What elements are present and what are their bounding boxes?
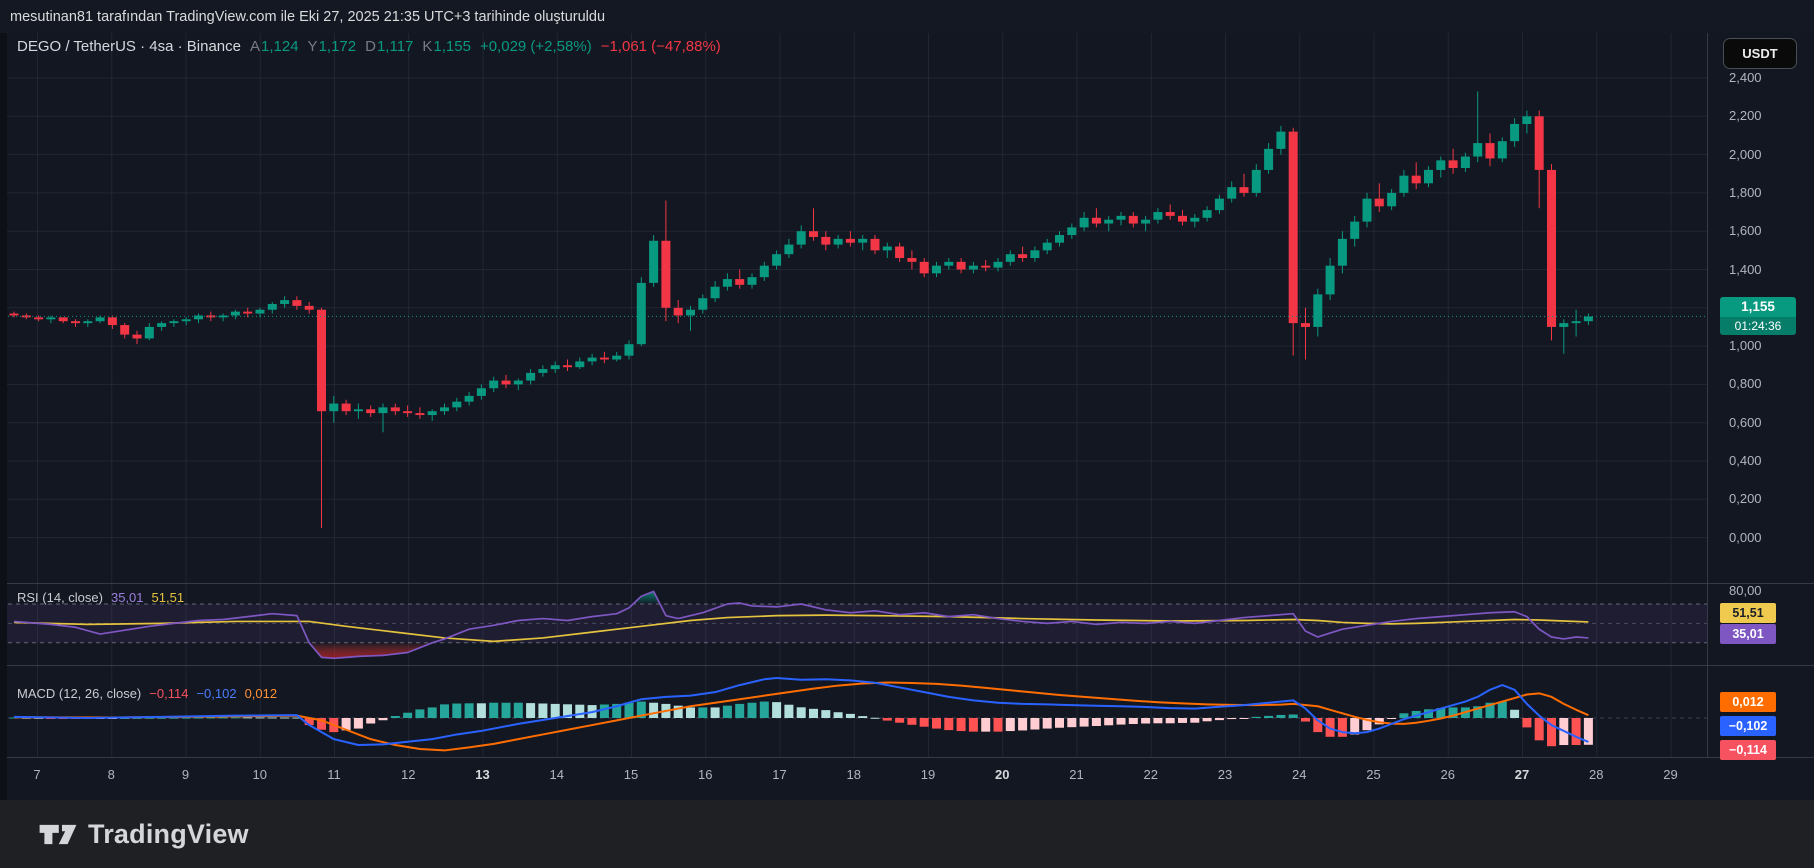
last-price-tag: 1,155 01:24:36 xyxy=(1720,297,1796,335)
time-axis-label: 28 xyxy=(1589,767,1604,782)
tradingview-logo-icon xyxy=(39,824,77,844)
time-axis-label: 18 xyxy=(846,767,861,782)
rsi-legend: RSI (14, close) 35,01 51,51 xyxy=(17,590,184,605)
time-axis-label: 25 xyxy=(1366,767,1381,782)
macd-legend-title[interactable]: MACD (12, 26, close) xyxy=(17,686,142,701)
ohlc-open: A1,124 xyxy=(249,38,299,55)
price-axis-label: 0,600 xyxy=(1729,414,1762,430)
time-axis-label: 11 xyxy=(327,767,341,782)
currency-toggle-button[interactable]: USDT xyxy=(1723,38,1797,69)
time-axis-label: 23 xyxy=(1217,767,1233,782)
price-chart-canvas[interactable] xyxy=(0,0,1814,800)
last-price-value: 1,155 xyxy=(1741,299,1775,314)
ohlc-low: D1,117 xyxy=(365,38,414,55)
time-axis-label: 16 xyxy=(698,767,713,782)
time-axis-label: 19 xyxy=(920,767,936,782)
time-axis-label: 10 xyxy=(252,767,267,782)
time-axis-label: 7 xyxy=(33,767,41,782)
macd-signal-value: 0,012 xyxy=(244,686,278,701)
time-axis-label: 29 xyxy=(1663,767,1678,782)
time-axis-label: 13 xyxy=(475,767,490,782)
attribution-bar: mesutinan81 tarafından TradingView.com i… xyxy=(0,0,1814,33)
time-axis-label: 9 xyxy=(181,767,190,782)
time-axis-label: 17 xyxy=(772,767,787,782)
rsi-ma-tag: 51,51 xyxy=(1720,603,1776,623)
price-axis-label: 0,400 xyxy=(1729,453,1762,468)
price-axis-label: 1,000 xyxy=(1729,338,1762,354)
footer-bar: TradingView xyxy=(0,800,1814,868)
rsi-legend-value: 35,01 xyxy=(110,590,144,605)
time-axis-label: 8 xyxy=(107,767,115,782)
macd-signal-tag: 0,012 xyxy=(1720,692,1776,712)
time-axis-label: 22 xyxy=(1143,767,1158,782)
macd-line-tag: −0,102 xyxy=(1720,716,1776,736)
price-axis-label: 2,000 xyxy=(1729,146,1762,162)
time-axis-label: 14 xyxy=(549,767,564,782)
left-margin xyxy=(0,33,7,800)
drawdown-value: −1,061 (−47,88%) xyxy=(600,38,721,55)
macd-line-value: −0,102 xyxy=(196,686,237,701)
time-axis-label: 15 xyxy=(623,767,639,782)
candle-countdown: 01:24:36 xyxy=(1720,317,1796,335)
rsi-value-tag: 35,01 xyxy=(1720,624,1776,644)
attribution-text: mesutinan81 tarafından TradingView.com i… xyxy=(10,8,606,25)
symbol-title[interactable]: DEGO / TetherUS · 4sa · Binance xyxy=(17,38,241,55)
price-axis-label: 0,200 xyxy=(1729,491,1762,507)
macd-hist-tag: −0,114 xyxy=(1720,740,1776,760)
price-axis-label: 0,800 xyxy=(1729,376,1762,392)
rsi-axis-label: 80,00 xyxy=(1729,583,1762,598)
macd-hist-value: −0,114 xyxy=(149,686,189,701)
time-axis-label: 12 xyxy=(401,767,416,782)
time-axis-label: 26 xyxy=(1440,767,1455,782)
price-axis-label: 1,600 xyxy=(1729,223,1762,239)
time-axis-label: 21 xyxy=(1069,767,1084,782)
time-axis[interactable]: 7 8 9 10 11 12 13 14 15 16 17 18 19 20 21 22 23 24 25 26 27 2… xyxy=(0,0,1814,800)
price-axis-label: 1,400 xyxy=(1729,261,1762,277)
change-value: +0,029 (+2,58%) xyxy=(479,38,592,55)
tradingview-logo-text: TradingView xyxy=(88,818,249,849)
rsi-legend-title[interactable]: RSI (14, close) xyxy=(17,590,103,605)
price-axis-label: 1,800 xyxy=(1729,184,1762,200)
symbol-legend: DEGO / TetherUS · 4sa · Binance A1,124 Y… xyxy=(17,38,721,55)
time-axis-label: 24 xyxy=(1292,767,1307,782)
ohlc-high: Y1,172 xyxy=(307,38,357,55)
time-axis-label: 20 xyxy=(995,767,1010,782)
rsi-ma-legend-value: 51,51 xyxy=(151,590,185,605)
macd-legend: MACD (12, 26, close) −0,114 −0,102 0,012 xyxy=(17,686,277,701)
price-axis-label: 0,000 xyxy=(1729,529,1762,545)
ohlc-close: K1,155 xyxy=(422,38,471,55)
time-axis-label: 27 xyxy=(1514,767,1530,782)
price-axis[interactable]: 2,4002,2002,0001,8001,6001,4001,2001,000… xyxy=(0,0,1814,800)
price-axis-label: 2,400 xyxy=(1729,70,1762,85)
tradingview-logo[interactable]: TradingView xyxy=(38,819,249,850)
price-axis-label: 2,200 xyxy=(1729,108,1762,124)
